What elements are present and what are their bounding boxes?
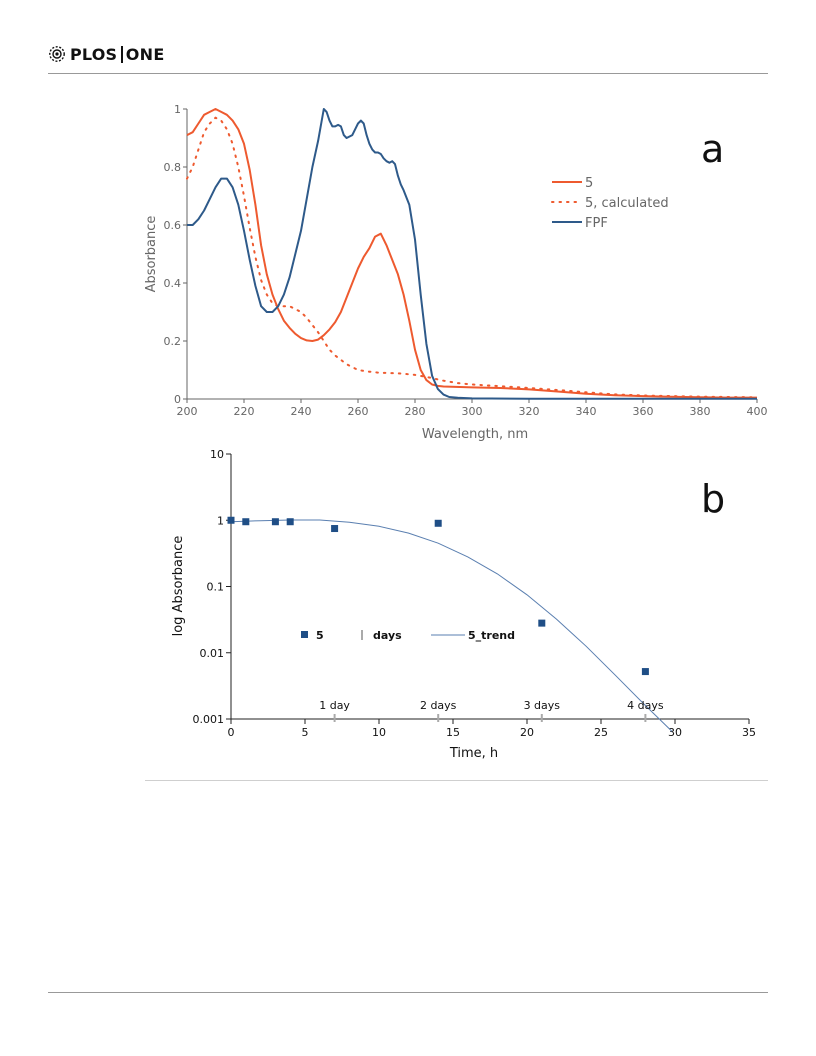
panel-b-day-label: 1 day (319, 699, 350, 712)
panel-a-x-tick-label: 340 (576, 405, 597, 418)
panel-b-x-tick-label: 25 (594, 726, 608, 739)
panel-a-x-tick-label: 240 (291, 405, 312, 418)
panel-b-y-tick-label: 0.1 (207, 581, 225, 594)
panel-b-x-tick-label: 0 (228, 726, 235, 739)
panel-b-label: b (701, 477, 725, 521)
panel-b-legend-swatch-points (301, 631, 308, 638)
panel-b-data-point (331, 525, 339, 533)
plos-logo-icon (49, 46, 65, 62)
panel-a-x-tick-label: 400 (747, 405, 768, 418)
journal-name-divider (121, 45, 123, 63)
panel-b-data-point (227, 516, 235, 524)
panel-b-xlabel: Time, h (449, 746, 498, 761)
panel-a-x-tick-label: 260 (348, 405, 369, 418)
panel-a-x-tick-label: 280 (405, 405, 426, 418)
panel-b-day-label: 4 days (627, 699, 664, 712)
panel-b-x-tick-label: 5 (302, 726, 309, 739)
panel-b-day-label: 3 days (524, 699, 561, 712)
panel-b-data-point (641, 668, 649, 676)
figure-rule (145, 780, 768, 781)
panel-a-legend-label: 5 (585, 176, 593, 191)
panel-b-y-tick-label: 0.01 (200, 647, 225, 660)
panel-b-legend: 5 days 5_trend (301, 629, 515, 642)
chart-panel-b: b 0 5 10 15 20 25 30 35 0.001 0.01 0.1 1 10 1 day 2 d… (171, 448, 756, 761)
journal-name-plos: PLOS (70, 44, 118, 64)
panel-b-x-tick-label: 35 (742, 726, 756, 739)
panel-a-x-tick-label: 300 (462, 405, 483, 418)
panel-a-x-tick-label: 200 (177, 405, 198, 418)
panel-b-y-tick-label: 0.001 (193, 713, 225, 726)
panel-a-legend: 5 5, calculated FPF (551, 176, 669, 231)
journal-name-one: ONE (125, 44, 165, 64)
panel-a-y-tick-label: 0.2 (164, 335, 182, 348)
panel-b-legend-label: 5_trend (468, 629, 515, 642)
chart-panel-a: a 200 220 240 260 280 300 320 340 360 380 400 0 0.2 0… (144, 103, 768, 442)
panel-b-x-tick-label: 20 (520, 726, 534, 739)
header-rule (48, 73, 768, 74)
panel-a-y-tick-label: 0 (174, 393, 181, 406)
panel-b-x-tick-label: 10 (372, 726, 386, 739)
panel-a-ylabel: Absorbance (144, 216, 159, 293)
panel-b-legend-label: 5 (316, 629, 324, 642)
panel-a-y-tick-label: 0.4 (164, 277, 182, 290)
panel-b-series: 1 day 2 days 3 days 4 days (227, 516, 673, 732)
footer-rule (48, 992, 768, 993)
panel-b-x-tick-label: 15 (446, 726, 460, 739)
panel-b-data-point (434, 519, 442, 527)
panel-a-y-tick-label: 0.8 (164, 161, 182, 174)
panel-a-xlabel: Wavelength, nm (422, 427, 528, 442)
panel-a-series-line-2 (186, 116, 758, 399)
panel-a-legend-label: 5, calculated (585, 196, 669, 211)
panel-b-axes: 0 5 10 15 20 25 30 35 0.001 0.01 0.1 1 10 (193, 448, 757, 739)
panel-a-y-tick-label: 0.6 (164, 219, 182, 232)
panel-b-trend-line (230, 519, 673, 732)
panel-b-day-label: 2 days (420, 699, 457, 712)
panel-a-x-tick-label: 220 (234, 405, 255, 418)
journal-header: PLOS ONE (48, 42, 165, 66)
panel-a-x-tick-label: 360 (633, 405, 654, 418)
panel-a-series-line-3 (187, 108, 757, 400)
panel-a-x-tick-label: 320 (519, 405, 540, 418)
panel-b-ylabel: log Absorbance (171, 536, 186, 637)
panel-b-data-point (286, 518, 294, 526)
panel-a-label: a (701, 127, 724, 171)
panel-b-legend-label: days (373, 629, 402, 642)
panel-b-y-tick-label: 1 (217, 514, 224, 527)
panel-b-x-tick-label: 30 (668, 726, 682, 739)
panel-a-x-tick-label: 380 (690, 405, 711, 418)
panel-b-data-point (242, 518, 250, 526)
panel-b-data-point (538, 619, 546, 627)
panel-b-y-tick-label: 10 (210, 448, 224, 461)
panel-a-legend-label: FPF (585, 216, 608, 231)
panel-a-axes: 200 220 240 260 280 300 320 340 360 380 400 0 0.2 0.4… (164, 103, 768, 418)
panel-a-y-tick-label: 1 (174, 103, 181, 116)
panel-a-series-line-1 (186, 108, 757, 399)
panel-b-data-point (271, 518, 279, 526)
panel-a-series (186, 108, 758, 400)
